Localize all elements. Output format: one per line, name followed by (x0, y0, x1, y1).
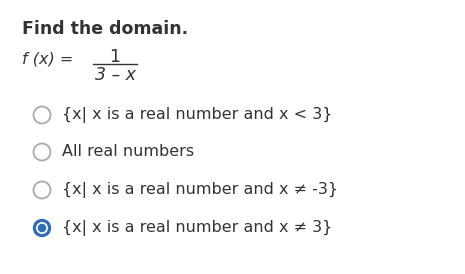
Text: 3 – x: 3 – x (94, 66, 135, 84)
Text: {x| x is a real number and x < 3}: {x| x is a real number and x < 3} (62, 107, 332, 123)
Text: {x| x is a real number and x ≠ -3}: {x| x is a real number and x ≠ -3} (62, 182, 338, 198)
Text: {x| x is a real number and x ≠ 3}: {x| x is a real number and x ≠ 3} (62, 220, 332, 236)
Text: 1: 1 (109, 48, 120, 66)
Text: All real numbers: All real numbers (62, 144, 194, 159)
Text: f (x) =: f (x) = (22, 52, 73, 67)
Circle shape (39, 224, 46, 232)
Circle shape (33, 219, 51, 236)
Circle shape (37, 223, 47, 233)
Text: Find the domain.: Find the domain. (22, 20, 188, 38)
